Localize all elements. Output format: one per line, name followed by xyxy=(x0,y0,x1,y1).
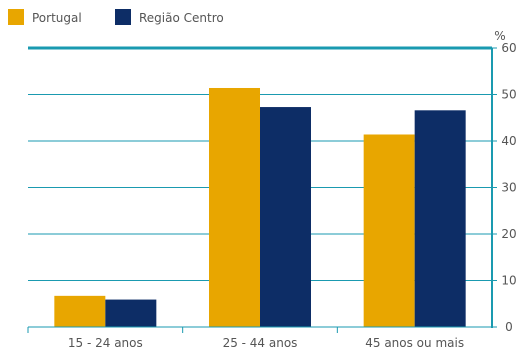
bars xyxy=(54,87,466,328)
bar xyxy=(260,107,311,328)
legend-label: Região Centro xyxy=(139,11,224,25)
x-tick-label: 15 - 24 anos xyxy=(68,336,143,350)
bar xyxy=(414,110,466,327)
bar xyxy=(54,295,106,327)
y-tick-label: 40 xyxy=(501,134,516,148)
x-tick-label: 45 anos ou mais xyxy=(365,336,464,350)
legend-swatch xyxy=(115,9,131,25)
y-axis-unit-label: % xyxy=(494,29,505,43)
y-tick-label: 0 xyxy=(505,320,513,334)
x-tick-label: 25 - 44 anos xyxy=(223,336,298,350)
y-tick-label: 50 xyxy=(501,88,516,102)
legend: Portugal Região Centro xyxy=(8,9,224,25)
y-tick-label: 30 xyxy=(501,181,516,195)
bar xyxy=(105,299,157,327)
y-tick-label: 60 xyxy=(501,41,516,55)
legend-label: Portugal xyxy=(32,11,82,25)
bar xyxy=(363,134,415,327)
y-tick-labels: 0 10 20 30 40 50 60 xyxy=(501,41,516,334)
bar xyxy=(209,87,260,328)
x-tick-labels: 15 - 24 anos 25 - 44 anos 45 anos ou mais xyxy=(68,336,464,350)
legend-swatch xyxy=(8,9,24,25)
y-tick-label: 20 xyxy=(501,227,516,241)
axes xyxy=(27,46,497,333)
y-tick-label: 10 xyxy=(501,274,516,288)
